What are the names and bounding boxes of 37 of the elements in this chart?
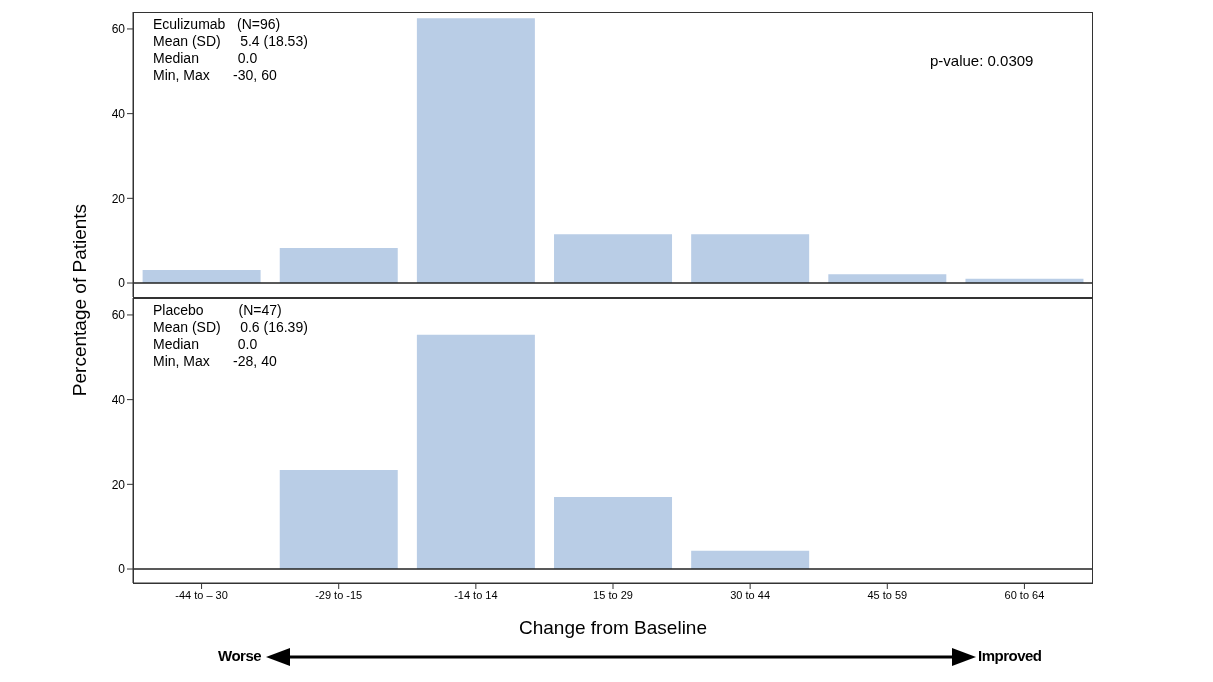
- annotation: p-value: 0.0309: [930, 52, 1034, 69]
- annotation: Min, Max -28, 40: [153, 353, 278, 370]
- y-tick-label: 60: [111, 22, 126, 37]
- bar: [691, 550, 810, 570]
- y-tick-label: 0: [118, 562, 126, 577]
- annotation: Mean (SD) 0.6 (16.39): [153, 319, 308, 336]
- text: Improved: [978, 647, 1042, 664]
- y-tick-label: 40: [111, 106, 126, 121]
- x-axis-title: Change from Baseline: [518, 617, 708, 639]
- annotation: Median 0.0: [153, 336, 259, 353]
- x-tick-label: 45 to 59: [867, 588, 908, 601]
- x-tick-label: 60 to 64: [1004, 588, 1045, 601]
- y-tick-label: 20: [111, 477, 126, 492]
- annotation: Placebo (N=47): [153, 302, 283, 319]
- x-tick-label: -44 to – 30: [175, 588, 228, 601]
- annotation: Eculizumab (N=96): [153, 16, 282, 33]
- bar: [416, 334, 535, 570]
- bar: [279, 469, 398, 570]
- annotation: Mean (SD) 5.4 (18.53): [153, 33, 308, 50]
- bar: [554, 497, 673, 570]
- bar: [554, 234, 673, 284]
- y-tick-label: 0: [118, 276, 126, 291]
- y-tick-label: 60: [111, 308, 126, 323]
- y-axis-title: Percentage of Patients: [69, 203, 91, 397]
- bar: [279, 247, 398, 284]
- annotation: Median 0.0: [153, 50, 259, 67]
- text: Worse: [218, 647, 262, 664]
- y-tick-label: 20: [111, 191, 126, 206]
- x-tick-label: -14 to 14: [454, 588, 498, 601]
- bar: [142, 269, 261, 284]
- x-tick-label: 30 to 44: [730, 588, 771, 601]
- bar: [691, 234, 810, 284]
- annotation: Min, Max -30, 60: [153, 67, 278, 84]
- y-tick-label: 40: [111, 392, 126, 407]
- x-tick-label: 15 to 29: [593, 588, 633, 601]
- x-tick-label: -29 to -15: [315, 588, 363, 601]
- bar: [416, 18, 535, 284]
